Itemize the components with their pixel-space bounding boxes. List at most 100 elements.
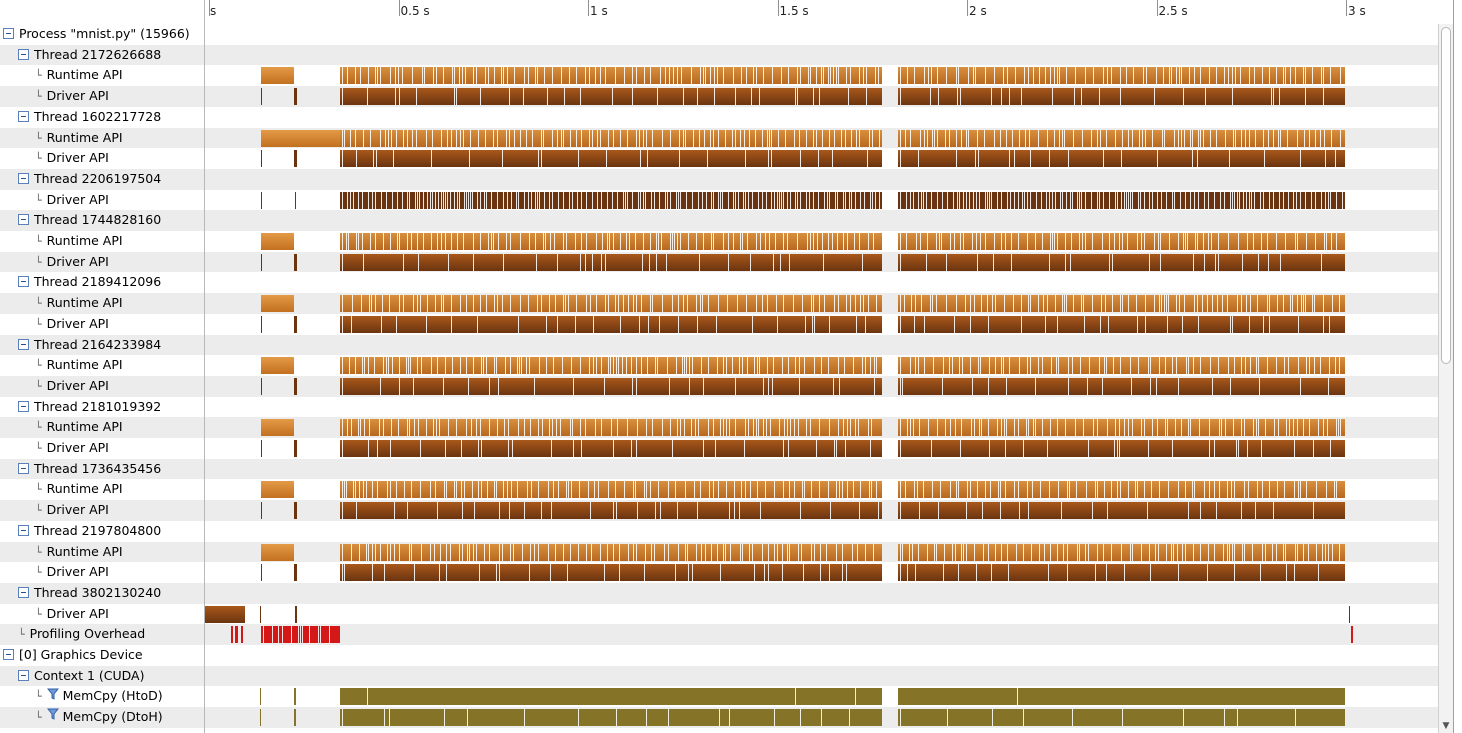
collapse-toggle-icon[interactable] [18,524,29,536]
driver-api-call[interactable] [294,150,297,168]
memcpy-activity[interactable] [898,688,1345,706]
timeline-row[interactable]: └ Runtime API [0,293,1438,314]
memcpy-mark[interactable] [294,709,296,727]
timeline-row[interactable]: └ Driver API [0,313,1438,335]
timeline-lane[interactable] [205,334,1438,356]
timeline-row[interactable]: └ Driver API [0,603,1438,625]
timeline-row[interactable]: └ MemCpy (HtoD) [0,686,1438,708]
driver-api-activity[interactable] [898,502,1345,520]
tree-row[interactable]: Thread 2164233984 [0,334,204,356]
memcpy-activity[interactable] [340,709,882,727]
tree-row[interactable]: Thread 3802130240 [0,582,204,604]
runtime-api-call[interactable] [261,129,340,147]
timeline-lane[interactable] [205,417,1438,438]
runtime-api-activity[interactable] [898,233,1345,250]
runtime-api-call[interactable] [261,481,294,499]
timeline-row[interactable]: └ Driver API [0,251,1438,273]
timeline-row[interactable]: Process "mnist.py" (15966) [0,24,1438,45]
timeline-row[interactable]: └ Runtime API [0,479,1438,501]
driver-api-call[interactable] [261,377,262,395]
timeline-lane[interactable] [205,624,1438,645]
timeline-lane[interactable] [205,231,1438,252]
timeline-lane[interactable] [205,686,1438,708]
tree-row[interactable]: └ Runtime API [0,541,204,563]
timeline-row[interactable]: Thread 2197804800 [0,520,1438,542]
timeline-lane[interactable] [205,438,1438,459]
tree-row[interactable]: Thread 2197804800 [0,520,204,542]
tree-row[interactable]: Thread 1602217728 [0,106,204,128]
driver-api-init-call[interactable] [205,605,245,623]
timeline-lane[interactable] [205,355,1438,376]
tree-row[interactable]: └ Driver API [0,189,204,211]
runtime-api-activity[interactable] [340,481,882,499]
timeline-row[interactable]: [0] Graphics Device [0,645,1438,666]
timeline-row[interactable]: Thread 2189412096 [0,272,1438,294]
tree-row[interactable]: └ Driver API [0,313,204,335]
tree-row[interactable]: └ Runtime API [0,65,204,87]
driver-api-call[interactable] [261,315,262,333]
timeline-lane[interactable] [205,127,1438,149]
driver-api-call[interactable] [294,88,297,106]
runtime-api-activity[interactable] [340,129,882,147]
collapse-toggle-icon[interactable] [18,338,29,350]
timeline-row[interactable]: Thread 2164233984 [0,334,1438,356]
memcpy-activity[interactable] [340,688,882,706]
tree-row[interactable]: Context 1 (CUDA) [0,665,204,687]
runtime-api-call[interactable] [261,419,294,437]
timeline-row[interactable]: └ MemCpy (DtoH) [0,707,1438,728]
tree-row[interactable]: Process "mnist.py" (15966) [0,24,204,45]
timeline-lane[interactable] [205,24,1438,45]
tree-row[interactable]: └ Driver API [0,148,204,169]
timeline-lane[interactable] [205,44,1438,66]
memcpy-activity[interactable] [898,709,1345,727]
tree-row[interactable]: └ Driver API [0,438,204,459]
tree-row[interactable]: Thread 2206197504 [0,168,204,190]
tree-row[interactable]: └ Runtime API [0,127,204,149]
timeline-row[interactable]: └ Driver API [0,438,1438,459]
timeline-row[interactable]: Thread 2181019392 [0,396,1438,418]
tree-row[interactable]: Thread 1736435456 [0,458,204,480]
tree-row[interactable]: [0] Graphics Device [0,645,204,666]
timeline-lane[interactable] [205,189,1438,211]
scroll-down-arrow-icon[interactable]: ▼ [1442,721,1450,731]
tree-row[interactable]: Thread 2172626688 [0,44,204,66]
tree-row[interactable]: └ Runtime API [0,417,204,438]
runtime-api-activity[interactable] [340,233,882,250]
timeline-row[interactable]: └ Runtime API [0,417,1438,438]
tree-row[interactable]: └ Driver API [0,86,204,107]
driver-api-activity[interactable] [340,253,882,271]
tree-row[interactable]: └ Driver API [0,375,204,397]
runtime-api-activity[interactable] [898,357,1345,375]
collapse-toggle-icon[interactable] [18,172,29,184]
profiling-overhead-mark[interactable] [235,626,238,644]
timeline-lane[interactable] [205,210,1438,231]
memcpy-mark[interactable] [294,688,296,706]
timeline-lane[interactable] [205,106,1438,128]
timeline-row[interactable]: └ Driver API [0,375,1438,397]
driver-api-call[interactable] [261,150,262,168]
driver-api-activity[interactable] [898,315,1345,333]
driver-api-activity[interactable] [340,502,882,520]
driver-api-activity[interactable] [340,564,882,582]
tree-row[interactable]: └ Runtime API [0,293,204,314]
runtime-api-call[interactable] [261,357,294,375]
driver-api-activity[interactable] [898,564,1345,582]
collapse-toggle-icon[interactable] [18,669,29,681]
timeline-lane[interactable] [205,148,1438,169]
timeline-lane[interactable] [205,293,1438,314]
driver-api-activity[interactable] [340,315,882,333]
driver-api-call[interactable] [294,253,297,271]
driver-api-call[interactable] [295,605,297,623]
timeline-lane[interactable] [205,168,1438,190]
timeline-lane[interactable] [205,458,1438,480]
memcpy-mark[interactable] [260,709,261,727]
driver-api-activity[interactable] [340,377,882,395]
timeline-lane[interactable] [205,520,1438,542]
driver-api-activity[interactable] [340,88,882,106]
driver-api-call[interactable] [261,564,262,582]
memcpy-mark[interactable] [260,688,261,706]
tree-row[interactable]: Thread 2181019392 [0,396,204,418]
timeline-row[interactable]: └ Runtime API [0,65,1438,87]
timeline-lane[interactable] [205,665,1438,687]
